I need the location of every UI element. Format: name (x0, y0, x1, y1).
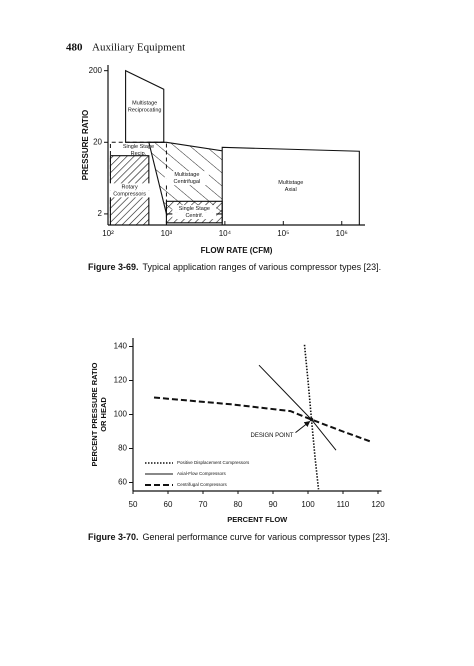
y-tick-label: 140 (114, 342, 128, 351)
region-label: Multistage (132, 100, 157, 106)
y-tick-label: 120 (114, 376, 128, 385)
region-label: Axial (285, 187, 297, 193)
x-tick-label: 100 (301, 500, 315, 509)
figure-caption: Figure 3-69. Typical application ranges o… (88, 262, 381, 272)
region-label: Centrifugal (174, 179, 201, 185)
caption-text: General performance curve for various co… (143, 532, 391, 542)
series-line (153, 396, 372, 443)
legend-label: Axial-Flow Compressors (177, 471, 227, 476)
x-tick-label: 120 (371, 500, 385, 509)
region-label: Single Stage (123, 144, 154, 150)
label-backdrop (107, 183, 152, 191)
x-tick-label: 10⁴ (219, 229, 232, 238)
x-tick-label: 110 (337, 500, 350, 509)
y-axis-title: PRESSURE RATIO (81, 110, 90, 181)
x-axis-title: FLOW RATE (CFM) (201, 246, 273, 255)
caption-text: Typical application ranges of various co… (143, 262, 382, 272)
x-tick-label: 60 (164, 500, 173, 509)
region-label: Rotary (122, 184, 138, 190)
region-label: Multistage (174, 172, 199, 178)
y-axis-title: PERCENT PRESSURE RATIO (90, 362, 99, 466)
label-backdrop (107, 190, 152, 198)
y-tick-label: 80 (118, 444, 127, 453)
x-tick-label: 10⁶ (336, 229, 348, 238)
y-axis-title: OR HEAD (99, 397, 108, 432)
y-tick-label: 200 (89, 66, 103, 75)
region-label: Recip. (131, 151, 147, 157)
label-backdrop (164, 178, 209, 186)
x-tick-label: 10² (102, 229, 114, 238)
y-tick-label: 2 (98, 209, 103, 218)
region-label: Reciprocating (128, 107, 162, 113)
legend-label: Centrifugal Compressors (177, 482, 228, 487)
figure-caption: Figure 3-70. General performance curve fo… (88, 532, 390, 542)
x-tick-label: 10⁵ (277, 229, 289, 238)
x-tick-label: 70 (199, 500, 208, 509)
label-backdrop (164, 171, 209, 179)
page-number: 480 (66, 42, 83, 54)
caption-label: Figure 3-69. (88, 262, 139, 272)
annotation-arrow (295, 420, 311, 433)
running-head: Auxiliary Equipment (92, 42, 185, 54)
y-tick-label: 100 (114, 410, 128, 419)
x-axis-title: PERCENT FLOW (227, 515, 288, 524)
x-tick-label: 10³ (161, 229, 173, 238)
region-label: Compressors (113, 191, 146, 197)
caption-label: Figure 3-70. (88, 532, 139, 542)
design-point (309, 417, 314, 422)
legend-label: Positive Displacement Compressors (177, 460, 250, 465)
label-backdrop (172, 205, 217, 213)
region-label: Multistage (278, 180, 303, 186)
label-backdrop (172, 212, 217, 220)
y-tick-label: 60 (118, 478, 127, 487)
region-label: Single Stage (179, 206, 210, 212)
region-label: Centrif. (185, 213, 203, 219)
y-tick-label: 20 (93, 137, 102, 146)
x-tick-label: 50 (129, 500, 138, 509)
annotation: DESIGN POINT (250, 433, 293, 439)
x-tick-label: 90 (269, 500, 278, 509)
x-tick-label: 80 (234, 500, 243, 509)
